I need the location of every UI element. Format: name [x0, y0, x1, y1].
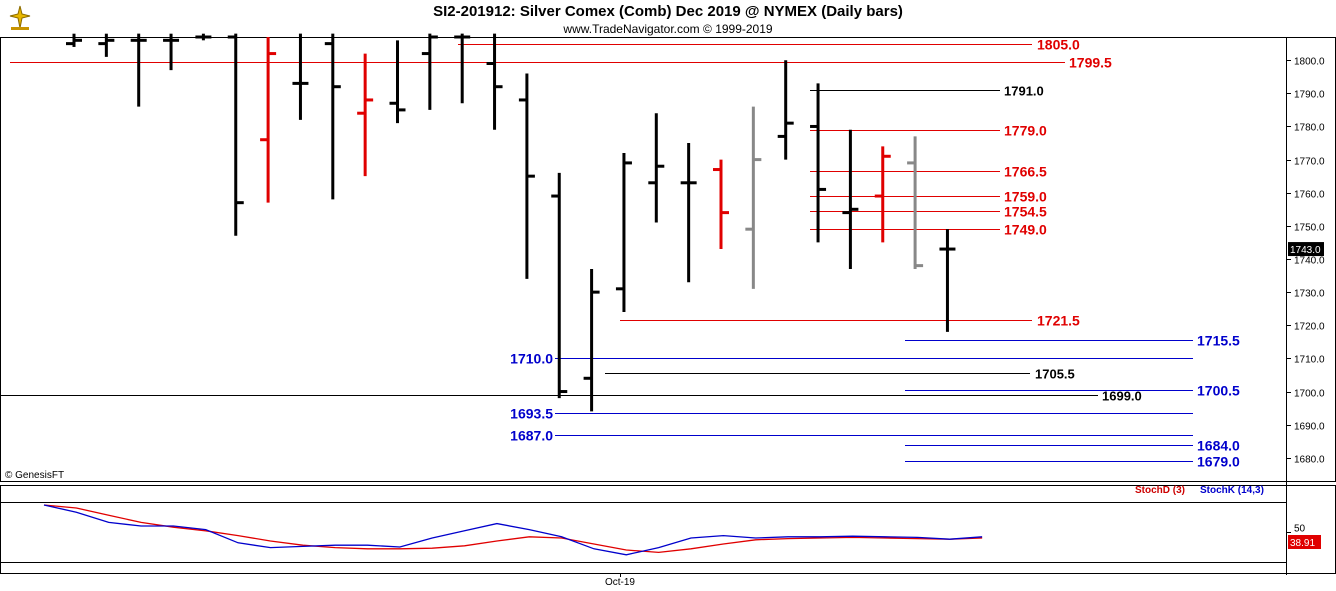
legend-stochk: StochK (14,3)	[1200, 485, 1264, 496]
level-label: 1715.5	[1197, 333, 1240, 349]
ohlc-bar	[324, 33, 341, 200]
level-label: 1791.0	[1004, 84, 1044, 99]
level-label: 1759.0	[1004, 189, 1047, 205]
ohlc-bar	[939, 229, 956, 332]
ohlc-bar	[713, 159, 729, 250]
ohlc-bar	[615, 152, 632, 313]
date-tick-label: Oct-19	[605, 577, 635, 588]
price-tick-label: 1700.0	[1294, 389, 1325, 400]
price-tick-label: 1680.0	[1294, 455, 1325, 466]
level-label: 1687.0	[510, 428, 553, 444]
ohlc-bar	[130, 33, 147, 107]
level-label: 1700.5	[1197, 383, 1240, 399]
price-tick-label: 1800.0	[1294, 57, 1325, 68]
price-tick-label: 1770.0	[1294, 157, 1325, 168]
ohlc-bar	[486, 33, 503, 130]
price-tick-label: 1730.0	[1294, 289, 1325, 300]
stoch-last-box	[1288, 535, 1321, 549]
price-tick-label: 1750.0	[1294, 223, 1325, 234]
copyright-text: www.TradeNavigator.com © 1999-2019	[563, 22, 773, 36]
stochd-line	[43, 504, 983, 554]
watermark-text: © GenesisFT	[5, 470, 64, 481]
ohlc-bar	[518, 73, 535, 279]
ohlc-bar	[195, 33, 212, 41]
stoch-tick-label: 50	[1294, 524, 1306, 535]
level-label: 1699.0	[1102, 389, 1142, 404]
ohlc-bar	[551, 172, 568, 399]
ohlc-bar	[389, 40, 406, 124]
level-label: 1693.5	[510, 406, 553, 422]
ohlc-bar	[421, 33, 438, 110]
ohlc-bar	[227, 33, 244, 236]
last-price-box	[1288, 242, 1324, 257]
level-label: 1684.0	[1197, 438, 1240, 454]
level-label: 1766.5	[1004, 164, 1047, 180]
level-label: 1805.0	[1037, 37, 1080, 53]
level-label: 1754.5	[1004, 204, 1047, 220]
ohlc-bar	[260, 37, 277, 203]
stochk-line	[43, 504, 983, 556]
ohlc-bar	[66, 33, 82, 47]
ohlc-bar	[842, 129, 859, 269]
chart-title: SI2-201912: Silver Comex (Comb) Dec 2019…	[433, 3, 903, 20]
level-label: 1679.0	[1197, 454, 1240, 470]
ohlc-bar	[648, 113, 665, 223]
price-tick-label: 1740.0	[1294, 256, 1325, 267]
price-tick-label: 1790.0	[1294, 90, 1325, 101]
price-tick-label: 1690.0	[1294, 422, 1325, 433]
ohlc-bar	[583, 268, 600, 412]
ohlc-bar	[98, 33, 115, 57]
ohlc-bar	[810, 83, 827, 243]
price-tick-label: 1760.0	[1294, 190, 1325, 201]
level-label: 1779.0	[1004, 123, 1047, 139]
ohlc-bar	[745, 106, 762, 289]
trade-navigator-logo	[6, 4, 34, 37]
level-label: 1721.5	[1037, 313, 1080, 329]
ohlc-bar	[680, 143, 697, 283]
ohlc-bar	[163, 33, 180, 71]
ohlc-bar	[292, 33, 309, 120]
level-label: 1799.5	[1069, 55, 1112, 71]
price-tick-label: 1780.0	[1294, 123, 1325, 134]
ohlc-bar	[874, 146, 891, 243]
legend-stochd: StochD (3)	[1135, 485, 1185, 496]
ohlc-bar	[907, 136, 924, 269]
level-label: 1705.5	[1035, 367, 1075, 382]
ohlc-bar	[454, 33, 471, 104]
level-label: 1749.0	[1004, 222, 1047, 238]
stoch-last-label: 38.91	[1290, 538, 1315, 549]
price-panel-frame	[0, 37, 1336, 482]
price-tick-label: 1710.0	[1294, 355, 1325, 366]
level-label: 1710.0	[510, 351, 553, 367]
last-price-label: 1743.0	[1290, 245, 1321, 256]
ohlc-bar	[357, 53, 374, 177]
price-tick-label: 1720.0	[1294, 322, 1325, 333]
ohlc-bar	[777, 60, 794, 160]
